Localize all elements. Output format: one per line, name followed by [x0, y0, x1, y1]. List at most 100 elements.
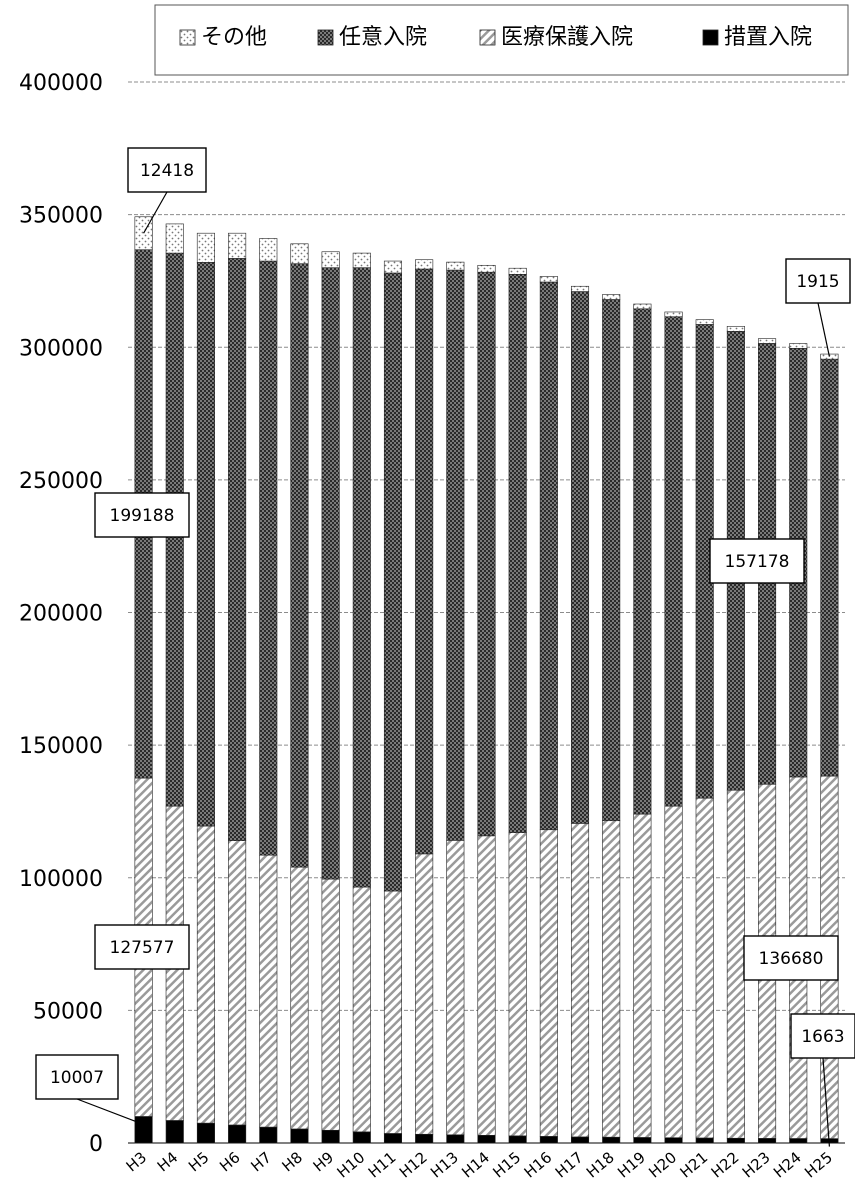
bar-H20-series-1	[664, 805, 683, 1138]
x-tick-label: H12	[396, 1148, 431, 1181]
bar-H4-series-3	[165, 223, 184, 254]
bar-H9-series-3	[321, 251, 340, 268]
bar-H5-series-2	[196, 262, 215, 827]
bar-H15-series-2	[508, 274, 527, 833]
bar-H3-series-0	[134, 1116, 153, 1144]
legend-swatch	[179, 29, 196, 46]
bar-H24-series-0	[789, 1138, 808, 1144]
bar-H9-series-1	[321, 878, 340, 1131]
bar-H5-series-3	[196, 232, 215, 263]
callout-box	[709, 538, 805, 584]
bar-H14-series-3	[477, 264, 496, 273]
x-tick-label: H3	[123, 1148, 151, 1175]
legend-frame	[154, 4, 849, 76]
x-tick-label: H9	[310, 1148, 338, 1175]
bar-H19-series-0	[633, 1137, 652, 1144]
bar-H17-series-1	[570, 823, 590, 1138]
bar-H16-series-3	[539, 276, 558, 283]
x-tick-label: H5	[185, 1148, 213, 1175]
bar-H8-series-2	[290, 263, 309, 868]
callout-box	[790, 1013, 855, 1059]
callout-label: 1915	[796, 272, 839, 292]
callout-label: 1663	[801, 1027, 844, 1047]
x-tick-label: H19	[614, 1148, 649, 1181]
bar-H12-series-0	[415, 1133, 434, 1144]
bar-H14-series-0	[477, 1135, 496, 1144]
bar-H18-series-0	[602, 1136, 621, 1144]
bar-H14-series-2	[477, 271, 496, 837]
x-axis-ticks: H3 H4 H5 H6 H7 H8 H9H10H11H12H13H14H15H16H17H1…	[123, 1148, 836, 1181]
callout-label: 12418	[140, 161, 194, 181]
callout-box	[35, 1054, 119, 1100]
bar-H8-series-3	[290, 243, 309, 264]
bar-H11-series-2	[383, 272, 403, 892]
bar-H13-series-0	[446, 1134, 465, 1144]
bar-H12-series-2	[415, 268, 434, 855]
bar-H22-series-3	[726, 325, 745, 332]
callout-box	[743, 935, 839, 981]
legend-label: 任意入院	[339, 25, 427, 50]
bar-H17-series-0	[570, 1136, 590, 1144]
bar-H23-series-0	[758, 1138, 777, 1144]
x-tick-label: H18	[583, 1148, 618, 1181]
bar-H7-series-2	[259, 260, 278, 856]
x-tick-label: H8	[279, 1148, 307, 1175]
callout-label: 127577	[110, 938, 175, 958]
bar-H21-series-3	[695, 319, 714, 325]
x-tick-label: H14	[458, 1148, 493, 1181]
bar-H9-series-0	[321, 1129, 340, 1144]
y-tick-label: 350000	[19, 204, 103, 229]
bar-H8-series-1	[290, 866, 309, 1130]
callouts: 12418 199188 127577 10007 1915 157178 136680 16…	[35, 147, 855, 1147]
callout-box	[94, 924, 190, 970]
bar-H13-series-3	[446, 261, 465, 271]
y-tick-label: 400000	[19, 71, 103, 96]
bar-H6-series-2	[228, 258, 247, 841]
callout-label: 10007	[50, 1068, 104, 1088]
bar-H10-series-3	[352, 252, 371, 268]
callout-leader	[822, 1057, 831, 1147]
bar-H18-series-2	[602, 299, 621, 822]
bar-H17-series-3	[570, 285, 590, 292]
bar-H6-series-0	[228, 1124, 247, 1144]
bar-H5-series-0	[196, 1122, 215, 1144]
x-tick-label: H24	[770, 1148, 805, 1181]
x-tick-label: H13	[427, 1148, 462, 1181]
callout-box	[785, 258, 851, 304]
callout-label: 157178	[725, 552, 790, 572]
bar-H5-series-1	[196, 825, 215, 1124]
bar-H7-series-0	[259, 1126, 278, 1144]
bar-H16-series-1	[539, 829, 558, 1137]
bar-H16-series-0	[539, 1136, 558, 1144]
x-tick-label: H7	[247, 1148, 275, 1175]
bars	[134, 216, 839, 1144]
bar-H23-series-3	[758, 338, 777, 344]
bar-H21-series-1	[695, 797, 714, 1139]
y-axis-ticks: 0 50000 100000 150000 200000 250000 300000 3500…	[19, 71, 103, 1157]
y-tick-label: 150000	[19, 734, 103, 759]
callout-box	[127, 147, 207, 193]
callout-leader	[817, 302, 830, 357]
bar-H25-series-2	[820, 358, 839, 777]
bar-H7-series-3	[259, 238, 278, 262]
x-tick-label: H22	[708, 1148, 743, 1181]
y-tick-label: 100000	[19, 867, 103, 892]
y-tick-label: 200000	[19, 602, 103, 627]
x-tick-label: H21	[676, 1148, 711, 1181]
legend: その他 任意入院 医療保護入院 措置入院	[154, 4, 849, 76]
bar-H13-series-1	[446, 840, 465, 1136]
bar-H18-series-3	[602, 294, 621, 300]
bar-H11-series-0	[383, 1133, 403, 1144]
bar-H11-series-1	[383, 890, 403, 1134]
bar-H4-series-0	[165, 1120, 184, 1144]
x-tick-label: H17	[552, 1148, 587, 1181]
x-tick-label: H15	[489, 1148, 524, 1181]
bar-H15-series-1	[508, 832, 527, 1137]
bar-H18-series-1	[602, 820, 621, 1138]
bar-H19-series-3	[633, 303, 652, 310]
callout-leader	[143, 191, 168, 234]
callout-box	[94, 492, 190, 538]
bar-H24-series-3	[789, 343, 808, 349]
bar-H16-series-2	[539, 281, 558, 831]
bar-H11-series-3	[383, 260, 403, 274]
